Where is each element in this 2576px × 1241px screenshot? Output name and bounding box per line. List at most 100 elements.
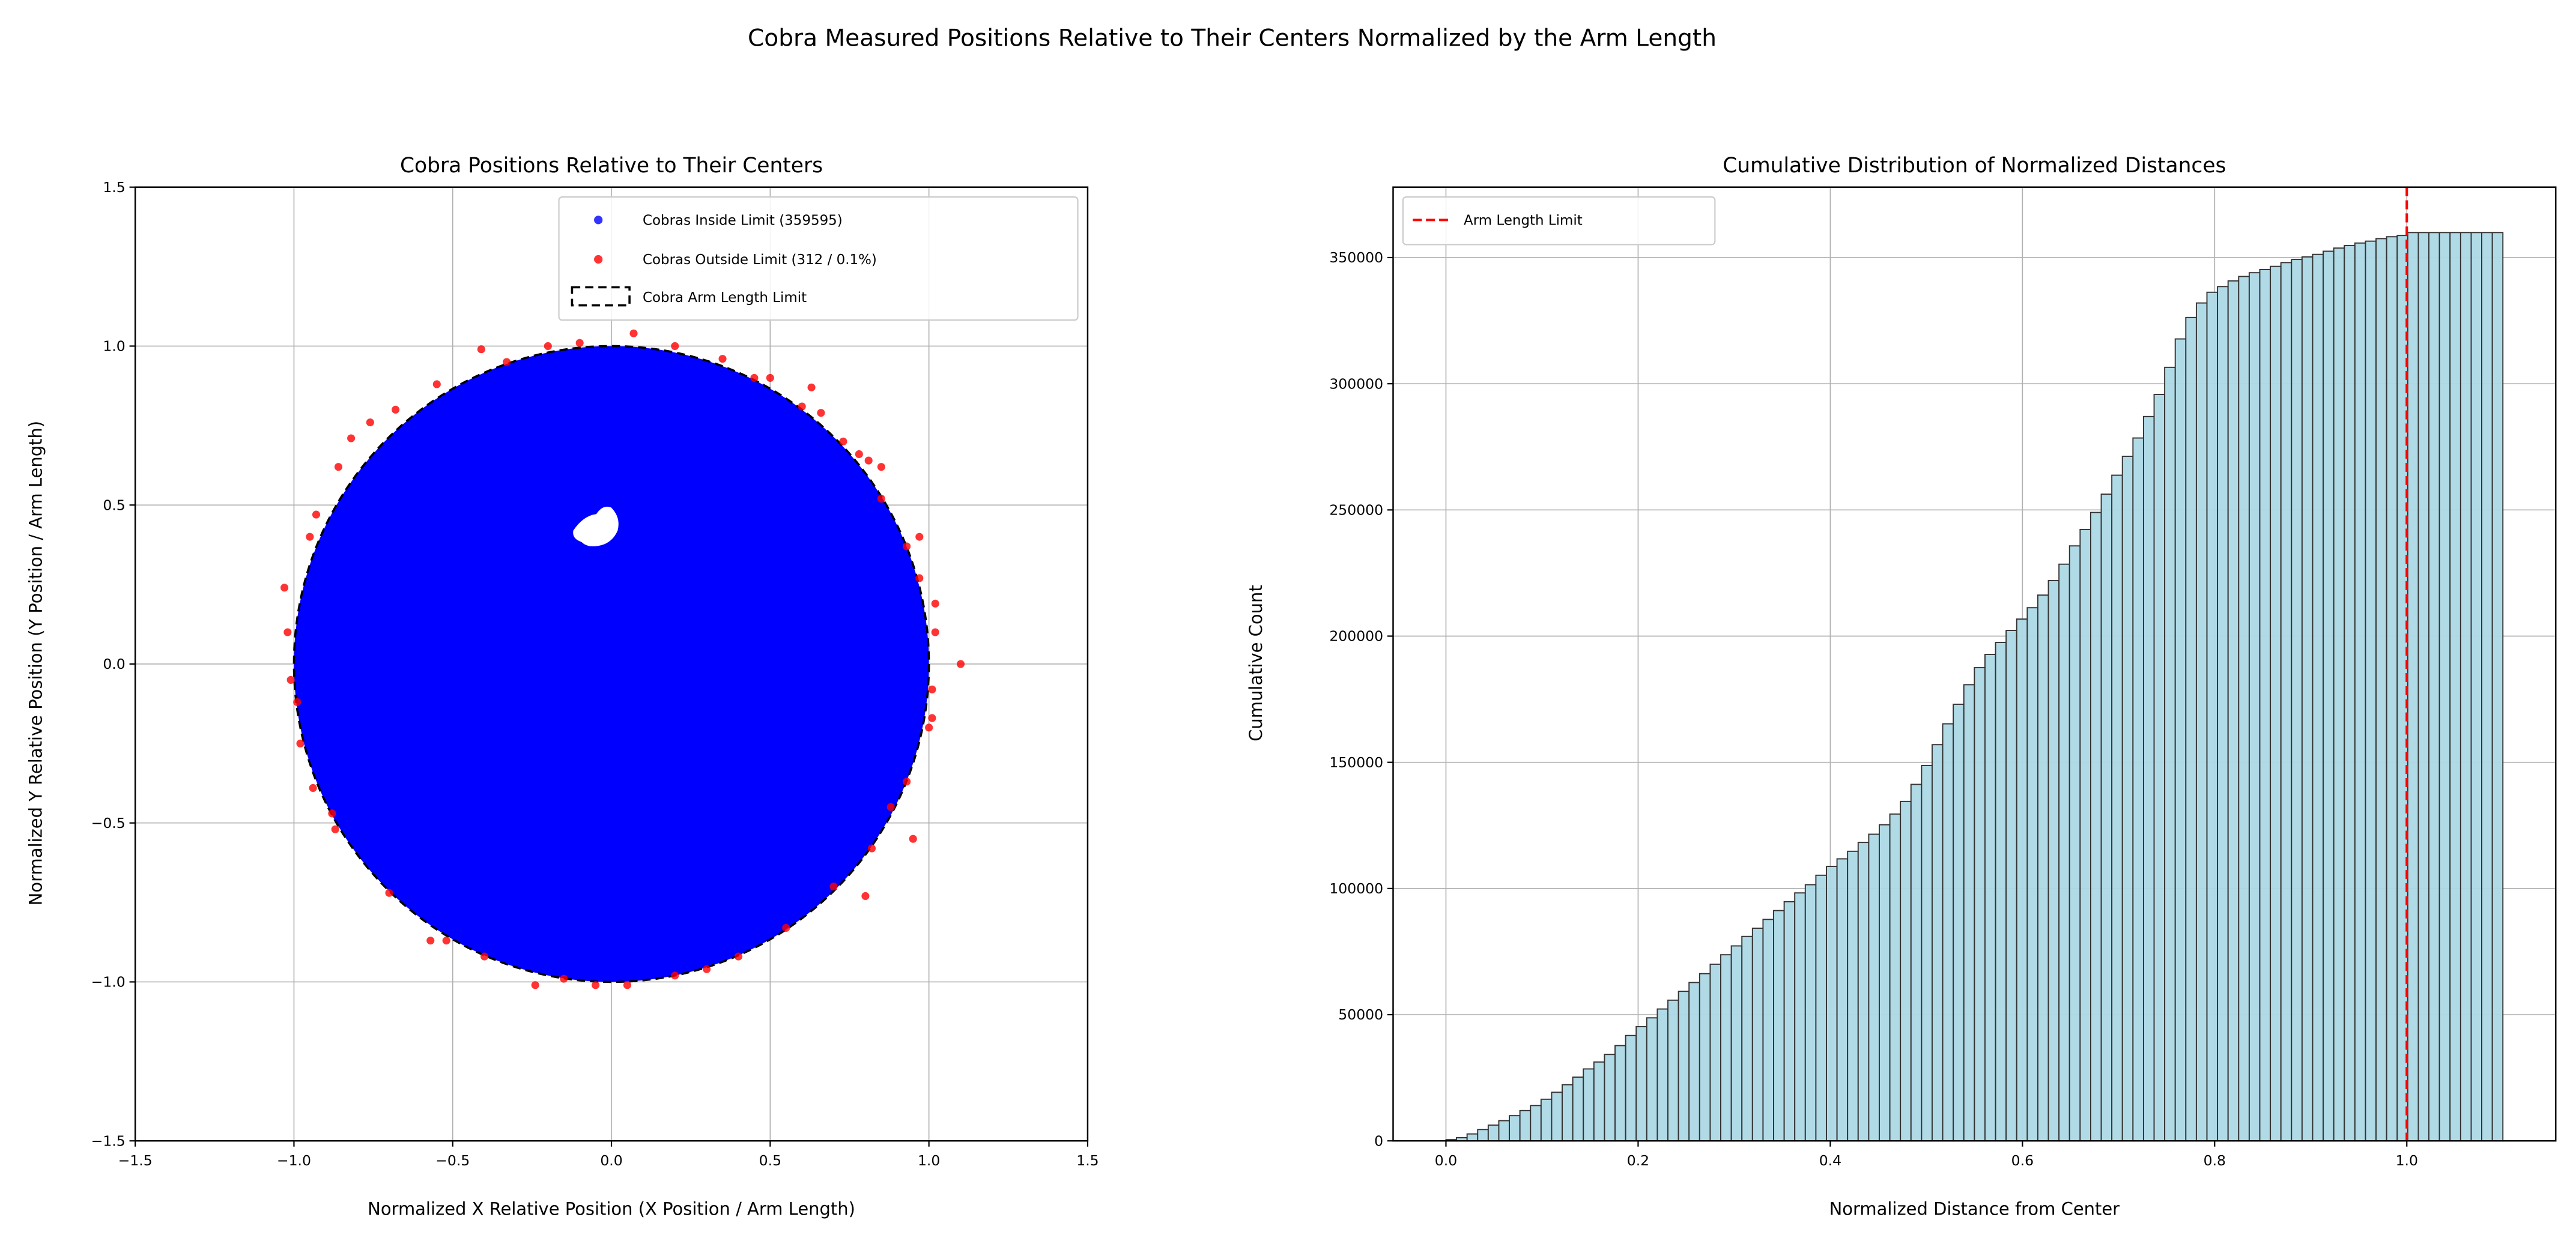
- histogram-bar: [2111, 474, 2123, 1142]
- histogram-bar: [2206, 291, 2219, 1142]
- scatter-legend-box: [558, 196, 1079, 321]
- histogram-ytick-label: 100000: [1329, 880, 1383, 897]
- outside-point: [385, 889, 393, 897]
- scatter-legend: Cobras Inside Limit (359595) Cobras Outs…: [558, 196, 1079, 321]
- outside-point: [703, 965, 711, 973]
- histogram-bar: [2185, 316, 2197, 1142]
- histogram-bar: [2407, 232, 2419, 1142]
- outside-point: [334, 463, 343, 471]
- histogram-ytick-label: 300000: [1329, 375, 1383, 392]
- histogram-xlabel: Normalized Distance from Center: [1829, 1198, 2120, 1219]
- outside-point: [734, 952, 743, 961]
- histogram-xtick-label: 0.8: [2204, 1152, 2226, 1169]
- histogram-bar: [2195, 302, 2208, 1142]
- outside-point: [931, 628, 939, 636]
- histogram-bar: [1667, 999, 1679, 1142]
- histogram-ticks: 0.0 0.2 0.4 0.6 0.8 1.0 0 50000 100000 150000 2000…: [1329, 249, 2418, 1169]
- histogram-bar: [2491, 232, 2504, 1142]
- histogram-bar: [2005, 630, 2017, 1142]
- histogram-bar: [1889, 813, 1902, 1142]
- histogram-ytick-label: 250000: [1329, 502, 1383, 519]
- outside-point: [931, 599, 939, 608]
- outside-point: [864, 456, 873, 465]
- scatter-ytick-label: −1.0: [91, 974, 126, 991]
- histogram-bar: [1815, 874, 1827, 1142]
- legend-label-arm-length: Arm Length Limit: [1464, 213, 1583, 229]
- scatter-xlabel: Normalized X Relative Position (X Positi…: [368, 1198, 855, 1219]
- scatter-xtick-label: 1.0: [918, 1152, 940, 1169]
- histogram-bar: [1625, 1034, 1637, 1142]
- scatter-ticks: −1.5 −1.0 −0.5 0.0 0.5 1.0 1.5 −1.5 −1.0 −0.5 0.0 0…: [91, 179, 1099, 1169]
- histogram-ytick-label: 150000: [1329, 754, 1383, 771]
- outside-point: [861, 892, 870, 901]
- outside-point: [328, 809, 336, 818]
- outside-point: [909, 835, 917, 843]
- histogram-bar: [2280, 262, 2293, 1142]
- histogram-xtick-label: 0.2: [1627, 1152, 1649, 1169]
- histogram-bar: [2026, 607, 2038, 1142]
- histogram-bar: [1562, 1084, 1574, 1142]
- outside-point: [839, 437, 847, 445]
- histogram-bar: [2291, 259, 2303, 1142]
- outside-point: [671, 342, 679, 351]
- histogram-bar: [1604, 1054, 1616, 1142]
- histogram-bar: [2016, 618, 2028, 1142]
- histogram-bar: [1974, 667, 1986, 1142]
- histogram-bar: [1826, 866, 1838, 1142]
- outside-point: [766, 373, 774, 382]
- legend-label-inside: Cobras Inside Limit (359595): [643, 213, 843, 229]
- histogram-bar: [2217, 286, 2229, 1142]
- histogram-bar: [2153, 394, 2166, 1142]
- outside-point: [560, 974, 568, 983]
- histogram-bar: [2058, 563, 2070, 1142]
- outside-point: [366, 418, 374, 427]
- histogram-ytick-label: 350000: [1329, 249, 1383, 266]
- figure-suptitle: Cobra Measured Positions Relative to The…: [748, 25, 1717, 52]
- histogram-ylabel: Cumulative Count: [1246, 585, 1266, 741]
- outside-point: [480, 952, 489, 961]
- legend-label-limit: Cobra Arm Length Limit: [643, 290, 807, 306]
- scatter-ytick-label: 1.0: [103, 338, 125, 355]
- histogram-bar: [1572, 1076, 1584, 1142]
- scatter-ytick-label: 0.5: [103, 497, 125, 513]
- histogram-bar: [1519, 1110, 1532, 1142]
- histogram-bar: [1699, 973, 1711, 1142]
- histogram-bar: [1751, 928, 1764, 1142]
- histogram-bar: [1530, 1105, 1542, 1142]
- outside-point: [426, 937, 435, 945]
- outside-point: [503, 358, 511, 366]
- outside-point: [392, 405, 400, 414]
- histogram-bar: [1635, 1026, 1647, 1142]
- outside-point: [280, 584, 289, 592]
- histogram-bar: [2438, 232, 2451, 1142]
- outside-point: [718, 355, 727, 363]
- histogram-bar: [1857, 842, 1870, 1142]
- histogram-bar: [2079, 528, 2091, 1142]
- outside-point: [928, 685, 936, 693]
- histogram-bar: [1677, 991, 1690, 1142]
- histogram-bar: [1593, 1061, 1605, 1142]
- histogram-bar: [2312, 253, 2324, 1142]
- histogram-bar: [1583, 1068, 1595, 1142]
- histogram-axes-frame: [1392, 186, 2557, 1142]
- inside-points-disk: [294, 346, 929, 982]
- histogram-bar: [1646, 1017, 1658, 1142]
- histogram-bar: [1900, 800, 1912, 1142]
- outside-point: [312, 510, 321, 519]
- histogram-bar: [2248, 272, 2261, 1142]
- histogram-bar: [1487, 1124, 1500, 1142]
- outside-point: [798, 402, 806, 411]
- histogram-bar: [2090, 512, 2102, 1142]
- scatter-ytick-label: 0.0: [103, 656, 125, 672]
- outside-point: [915, 574, 924, 582]
- scatter-ytick-label: −1.5: [91, 1132, 126, 1149]
- scatter-xtick-label: 0.0: [600, 1152, 622, 1169]
- outside-point: [347, 434, 356, 442]
- scatter-xtick-label: −1.0: [277, 1152, 311, 1169]
- outside-point: [877, 463, 885, 471]
- outside-point: [855, 450, 863, 459]
- outside-point: [817, 409, 825, 417]
- histogram-bar: [1762, 919, 1774, 1142]
- histogram-xtick-label: 0.4: [1819, 1152, 1841, 1169]
- histogram-bar: [2238, 276, 2250, 1142]
